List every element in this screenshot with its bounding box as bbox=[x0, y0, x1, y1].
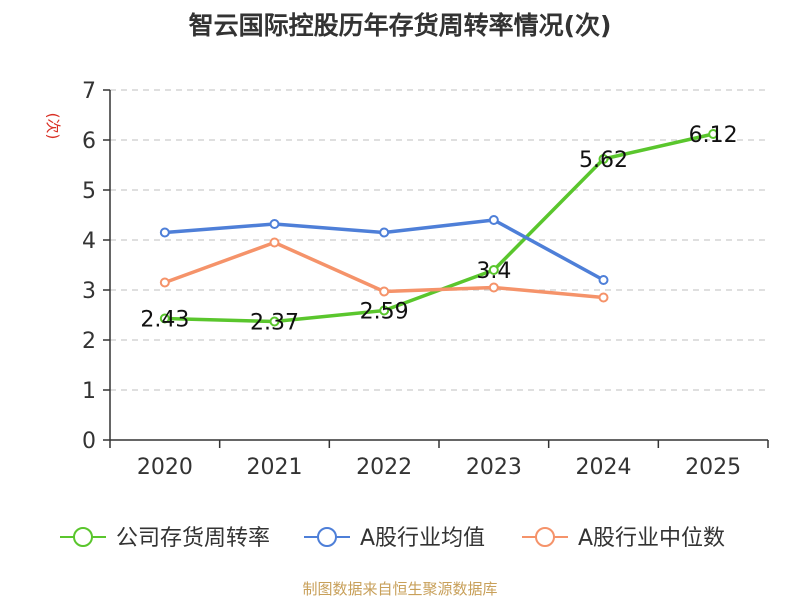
y-tick-label: 3 bbox=[82, 279, 96, 304]
data-label: 3.4 bbox=[476, 259, 511, 284]
x-tick-label: 2022 bbox=[356, 455, 412, 480]
data-label: 6.12 bbox=[689, 123, 738, 148]
legend-marker bbox=[73, 527, 93, 547]
data-point bbox=[598, 154, 609, 164]
source-footnote: 制图数据来自恒生聚源数据库 bbox=[302, 580, 498, 598]
y-tick-label: 4 bbox=[82, 229, 96, 254]
data-point bbox=[269, 237, 280, 248]
x-tick-label: 2023 bbox=[466, 455, 522, 480]
legend-marker bbox=[535, 527, 555, 547]
y-tick-label: 1 bbox=[82, 379, 96, 404]
data-point bbox=[488, 215, 499, 225]
y-tick-label: 7 bbox=[82, 79, 96, 104]
chart-title: 智云国际控股历年存货周转率情况(次) bbox=[188, 11, 612, 40]
legend-label: A股行业中位数 bbox=[578, 526, 725, 551]
axes: 0 1 2 3 4 5 6 7 2020 2021 2022 2023 2024 2025 bbox=[82, 79, 769, 480]
y-tick-label: 5 bbox=[82, 179, 96, 204]
data-point bbox=[159, 313, 170, 324]
x-tick-label: 2021 bbox=[247, 455, 303, 480]
legend-marker bbox=[317, 527, 337, 547]
data-point bbox=[379, 227, 390, 238]
data-point bbox=[488, 282, 499, 293]
data-point bbox=[598, 275, 609, 285]
data-point bbox=[269, 219, 280, 229]
y-tick-label: 6 bbox=[82, 129, 96, 154]
legend-label: 公司存货周转率 bbox=[116, 526, 270, 551]
data-point bbox=[379, 286, 390, 297]
data-point bbox=[269, 316, 280, 327]
data-labels: 2.43 2.37 2.59 3.4 5.62 6.12 bbox=[140, 123, 737, 336]
y-tick-label: 0 bbox=[82, 429, 96, 454]
data-label: 2.59 bbox=[360, 300, 409, 325]
x-tick-label: 2024 bbox=[576, 455, 632, 480]
data-point bbox=[379, 305, 390, 316]
legend: 公司存货周转率 A股行业均值 A股行业中位数 bbox=[60, 526, 725, 551]
data-label: 2.37 bbox=[250, 311, 299, 336]
legend-label: A股行业均值 bbox=[360, 526, 485, 551]
data-label: 5.62 bbox=[579, 148, 628, 173]
data-point bbox=[159, 277, 170, 288]
gridlines bbox=[110, 89, 768, 391]
x-tick-label: 2020 bbox=[137, 455, 193, 480]
series bbox=[159, 129, 719, 327]
y-tick-label: 2 bbox=[82, 329, 96, 354]
data-label: 2.43 bbox=[140, 308, 189, 333]
x-tick-label: 2025 bbox=[685, 455, 741, 480]
y-axis-label: (次) bbox=[44, 113, 62, 140]
data-point bbox=[598, 292, 609, 303]
data-point bbox=[488, 265, 499, 275]
data-point bbox=[708, 129, 719, 139]
data-point bbox=[159, 227, 170, 238]
